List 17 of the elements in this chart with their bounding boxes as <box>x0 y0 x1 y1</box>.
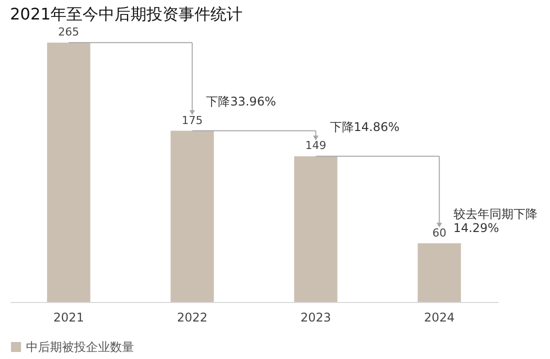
annotation: 较去年同期下降 14.29% <box>453 207 538 236</box>
data-label: 149 <box>305 139 326 152</box>
bar <box>418 243 461 302</box>
legend-label: 中后期被投企业数量 <box>26 340 134 354</box>
data-label: 265 <box>58 26 80 39</box>
x-tick-label: 2024 <box>424 310 455 324</box>
chart-title: 2021年至今中后期投资事件统计 <box>10 4 243 24</box>
bar <box>47 42 90 302</box>
x-tick-label: 2021 <box>53 310 84 324</box>
x-tick-label: 2022 <box>176 310 208 324</box>
bar <box>170 130 214 302</box>
annotation: 下降14.86% <box>330 120 400 134</box>
annotation: 下降33.96% <box>206 94 276 109</box>
data-label: 175 <box>182 114 203 127</box>
data-label: 60 <box>432 226 446 240</box>
x-tick-label: 2023 <box>300 310 332 324</box>
bar <box>294 156 338 302</box>
